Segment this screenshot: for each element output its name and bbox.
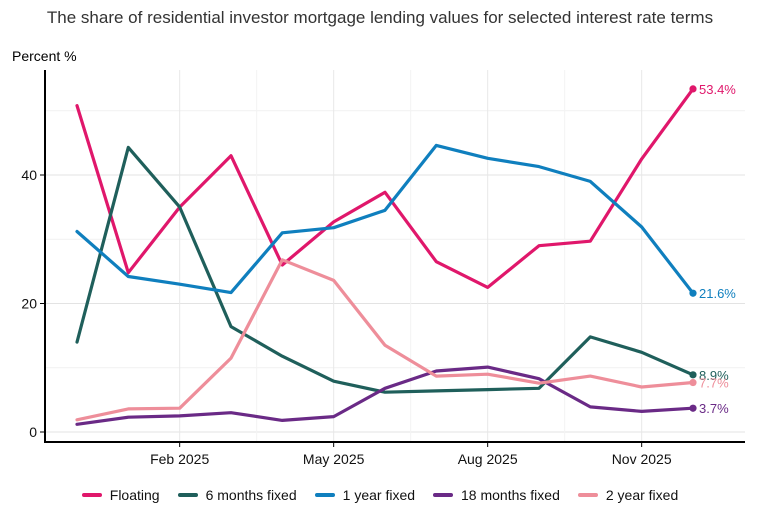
- legend-item-18-months-fixed: 18 months fixed: [433, 487, 560, 503]
- end-label-floating: 53.4%: [699, 82, 736, 97]
- y-tick-label: 20: [21, 296, 37, 312]
- legend-item-6-months-fixed: 6 months fixed: [177, 487, 297, 503]
- tick-labels: 0 20 40 Feb 2025 May 2025 Aug 2025 Nov 2025: [21, 167, 671, 467]
- legend-label-floating: Floating: [109, 487, 160, 503]
- legend-item-2-year-fixed: 2 year fixed: [577, 487, 679, 503]
- end-labels: 53.4% 8.9% 21.6% 3.7% 7.7%: [699, 82, 736, 416]
- legend-label-18-months-fixed: 18 months fixed: [461, 487, 560, 503]
- legend-swatch-floating: [81, 493, 102, 497]
- x-tick-label: Nov 2025: [612, 451, 672, 467]
- legend-item-1-year-fixed: 1 year fixed: [314, 487, 416, 503]
- x-tick-label: Feb 2025: [150, 451, 209, 467]
- legend: Floating 6 months fixed 1 year fixed 18 mon…: [0, 487, 760, 503]
- series-line-2-year-fixed: [75, 258, 695, 422]
- series-end-point-2-year-fixed: [689, 378, 697, 387]
- legend-swatch-1-year-fixed: [314, 493, 335, 497]
- end-label-6-months-fixed: 8.9%: [699, 368, 729, 383]
- legend-label-2-year-fixed: 2 year fixed: [605, 487, 679, 503]
- series-line-floating: [75, 87, 695, 289]
- end-label-2-year-fixed: 7.7%: [699, 376, 729, 391]
- legend-item-floating: Floating: [81, 487, 160, 503]
- series-end-point-1-year-fixed: [689, 289, 697, 297]
- x-tick-label: May 2025: [303, 451, 365, 467]
- chart-title: The share of residential investor mortga…: [46, 8, 714, 27]
- line-chart: 0 20 40 Feb 2025 May 2025 Aug 2025 Nov 2025 53…: [21, 70, 745, 467]
- y-tick-label: 40: [21, 167, 37, 183]
- legend-label-6-months-fixed: 6 months fixed: [205, 487, 297, 503]
- legend-label-1-year-fixed: 1 year fixed: [342, 487, 416, 503]
- x-tick-label: Aug 2025: [458, 451, 518, 467]
- y-tick-label: 0: [29, 424, 37, 440]
- axes: [44, 70, 745, 443]
- series-lines: [75, 85, 697, 426]
- legend-swatch-6-months-fixed: [177, 493, 198, 497]
- legend-swatch-2-year-fixed: [577, 493, 598, 497]
- series-end-point-18-months-fixed: [689, 404, 697, 412]
- series-line-1-year-fixed: [75, 143, 695, 295]
- y-axis-label: Percent %: [12, 48, 77, 64]
- series-line-6-months-fixed: [75, 145, 695, 394]
- series-end-point-floating: [689, 85, 697, 93]
- end-label-1-year-fixed: 21.6%: [699, 286, 736, 301]
- legend-swatch-18-months-fixed: [433, 493, 454, 497]
- series-end-point-6-months-fixed: [689, 371, 697, 379]
- series-line-18-months-fixed: [75, 365, 695, 426]
- end-label-18-months-fixed: 3.7%: [699, 401, 729, 416]
